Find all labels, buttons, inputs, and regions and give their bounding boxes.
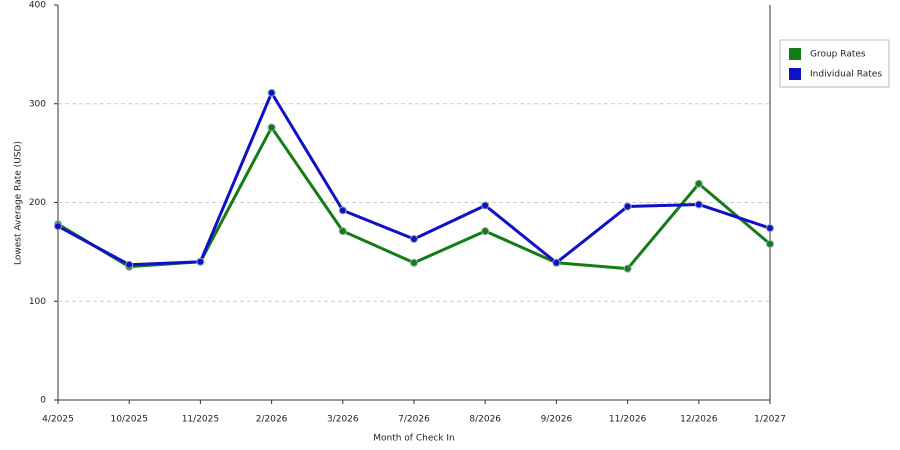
x-tick-label: 10/2025 [111, 415, 148, 425]
data-point [125, 260, 134, 269]
x-tick-label: 2/2026 [256, 415, 288, 425]
y-tick-label: 400 [29, 1, 46, 11]
y-tick-label: 100 [29, 297, 46, 307]
x-tick-label: 11/2025 [182, 415, 219, 425]
legend-swatch [789, 68, 801, 80]
y-axis-label: Lowest Average Rate (USD) [14, 141, 24, 265]
x-tick-label: 3/2026 [327, 415, 359, 425]
x-tick-label: 9/2026 [541, 415, 573, 425]
data-point [54, 222, 62, 231]
data-point [338, 227, 347, 236]
legend-swatch [789, 48, 801, 60]
legend-label: Individual Rates [810, 70, 882, 80]
data-point [623, 264, 632, 273]
y-tick-label: 0 [40, 396, 46, 406]
data-point [481, 227, 490, 236]
data-point [766, 239, 774, 248]
y-tick-label: 200 [29, 198, 46, 208]
data-point [267, 123, 276, 132]
data-point [196, 257, 205, 266]
data-point [552, 258, 561, 267]
data-point [410, 235, 418, 244]
data-point [410, 258, 418, 267]
x-tick-label: 7/2026 [398, 415, 430, 425]
data-point [481, 201, 490, 210]
data-point [694, 200, 703, 209]
data-point [623, 202, 632, 211]
x-tick-label: 4/2025 [42, 415, 74, 425]
y-tick-label: 300 [29, 99, 46, 109]
data-point [267, 88, 276, 97]
data-point [694, 179, 703, 188]
x-tick-label: 8/2026 [469, 415, 501, 425]
data-point [766, 224, 774, 233]
data-point [338, 206, 347, 215]
x-tick-label: 1/2027 [754, 415, 786, 425]
legend-label: Group Rates [810, 50, 866, 60]
series-line [57, 125, 771, 271]
x-tick-label: 11/2026 [609, 415, 647, 425]
x-tick-label: 12/2026 [680, 415, 718, 425]
x-axis-label: Month of Check In [373, 434, 455, 444]
